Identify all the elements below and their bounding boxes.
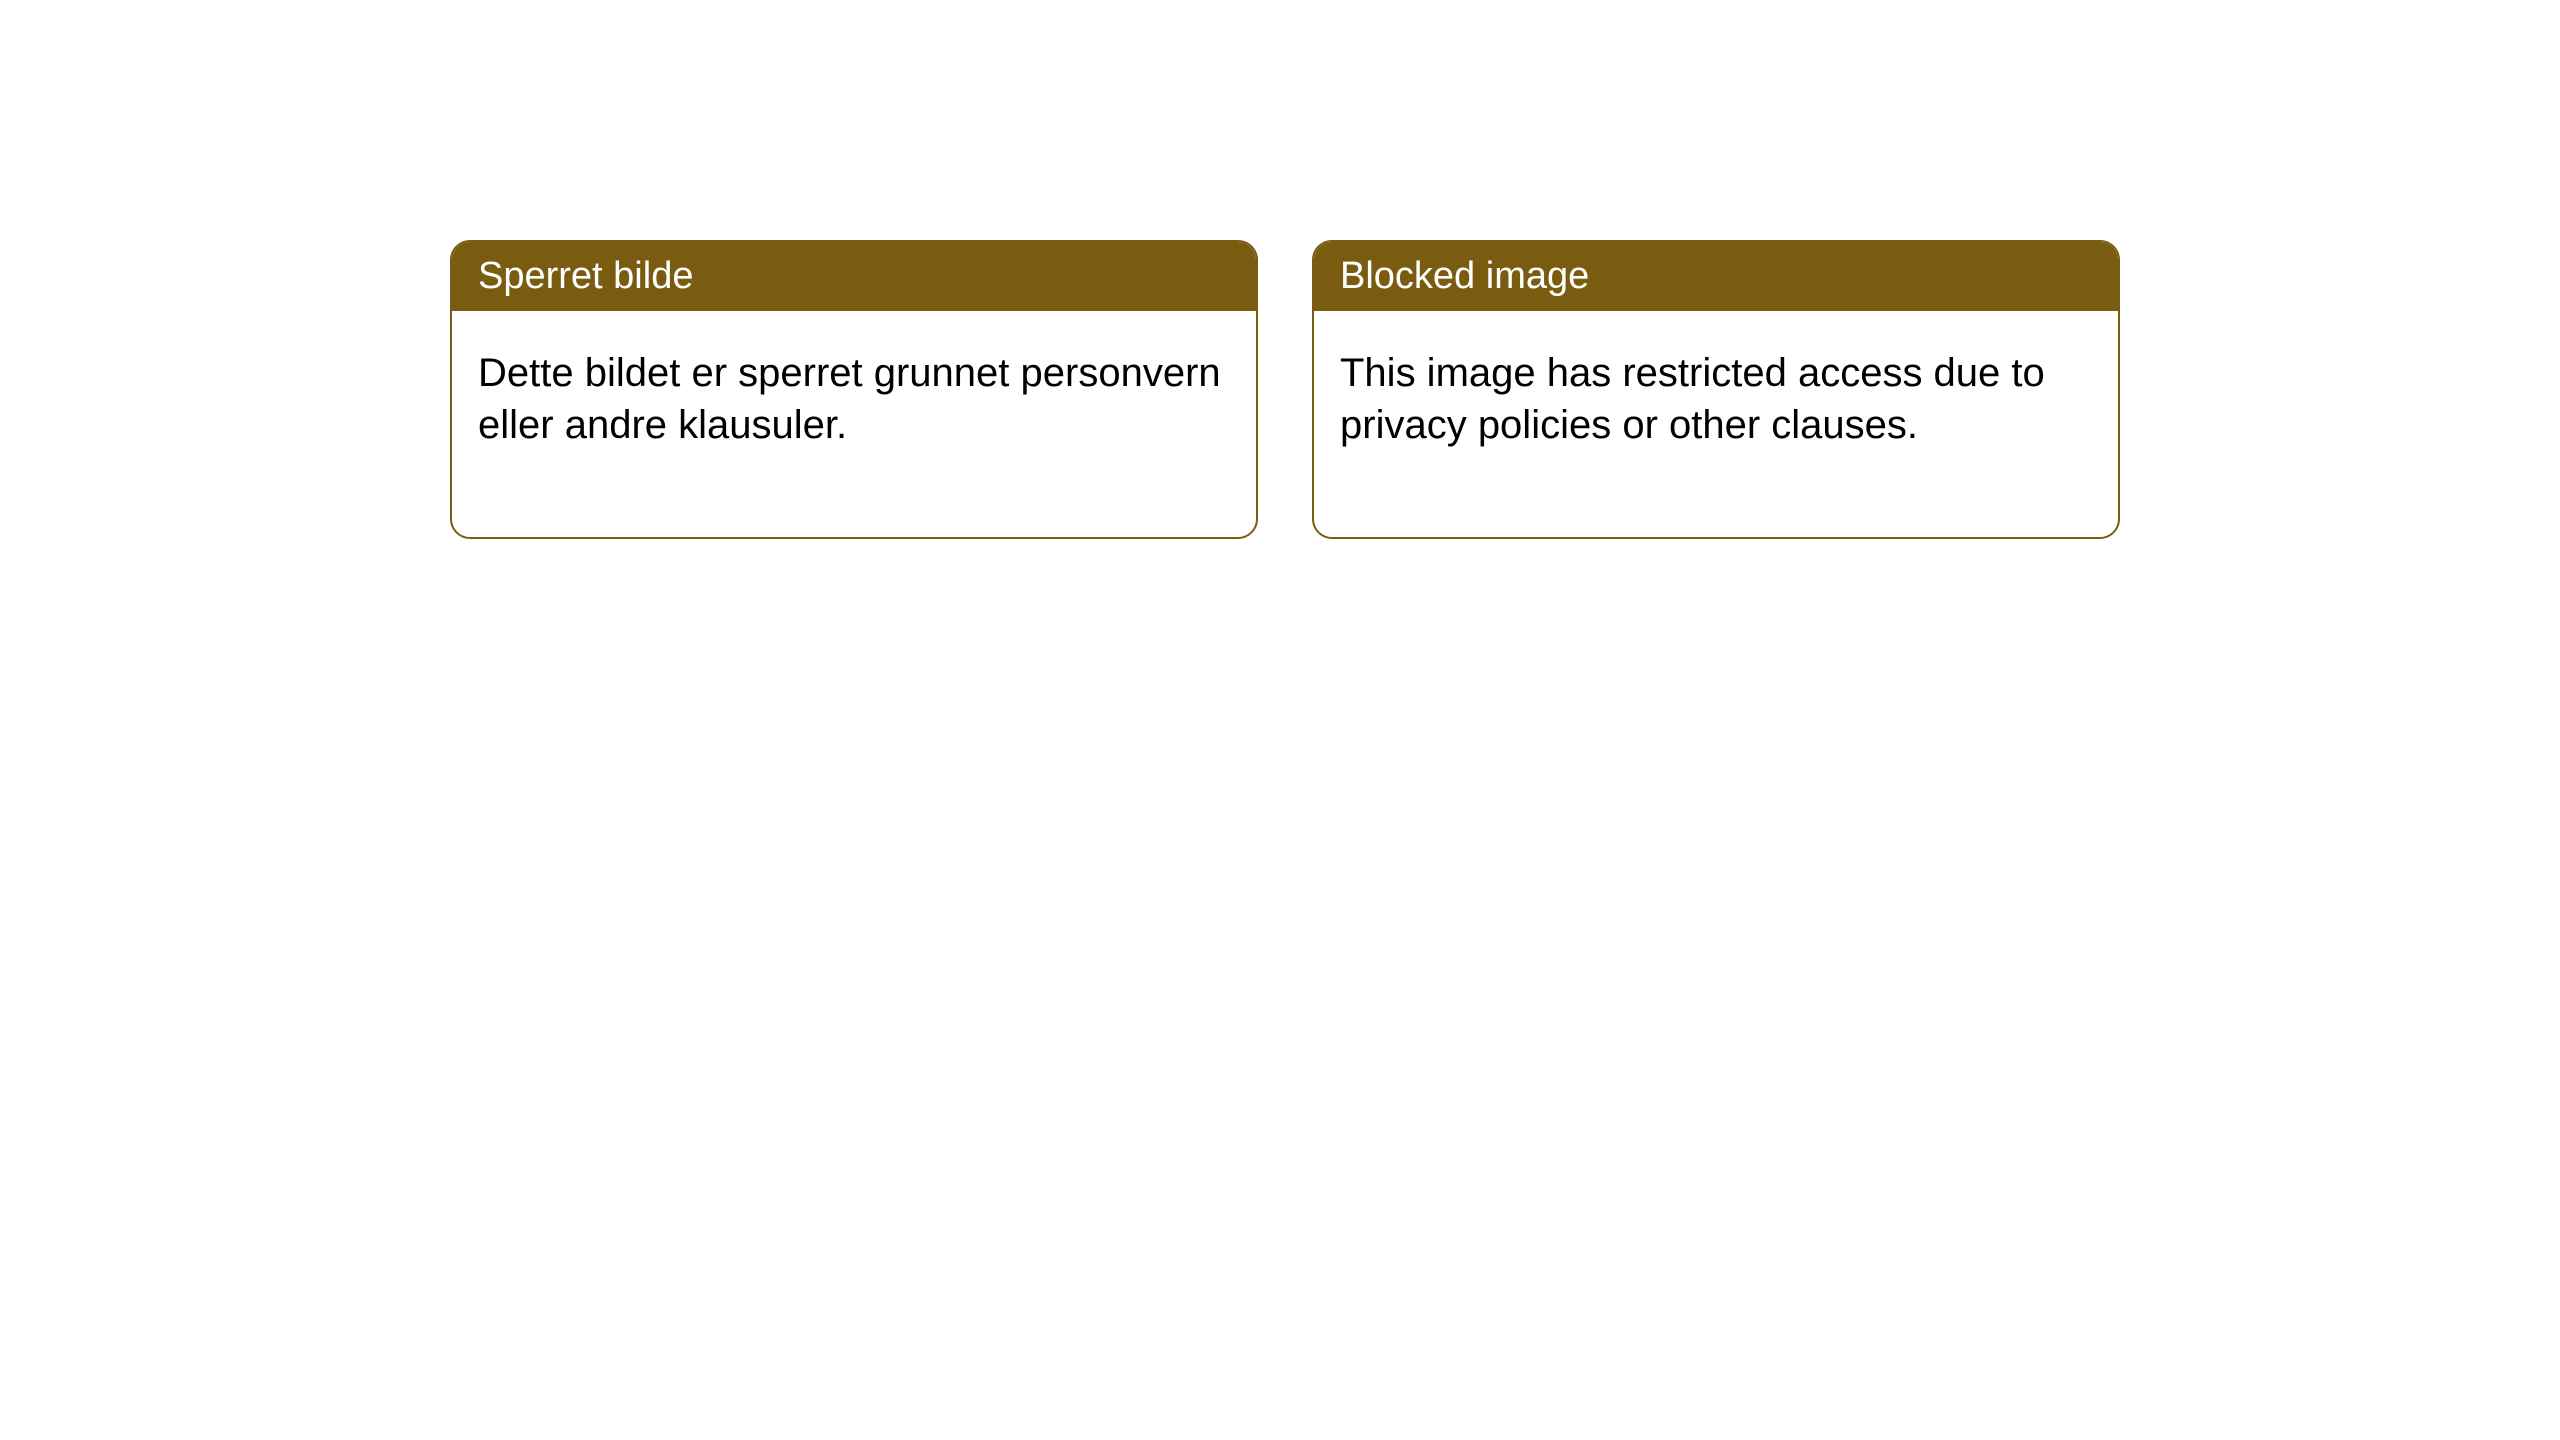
notice-body-english: This image has restricted access due to …: [1314, 311, 2118, 537]
notice-card-norwegian: Sperret bilde Dette bildet er sperret gr…: [450, 240, 1258, 539]
notice-title-norwegian: Sperret bilde: [452, 242, 1256, 311]
notice-card-english: Blocked image This image has restricted …: [1312, 240, 2120, 539]
notice-title-english: Blocked image: [1314, 242, 2118, 311]
notice-body-norwegian: Dette bildet er sperret grunnet personve…: [452, 311, 1256, 537]
notice-container: Sperret bilde Dette bildet er sperret gr…: [0, 0, 2560, 539]
